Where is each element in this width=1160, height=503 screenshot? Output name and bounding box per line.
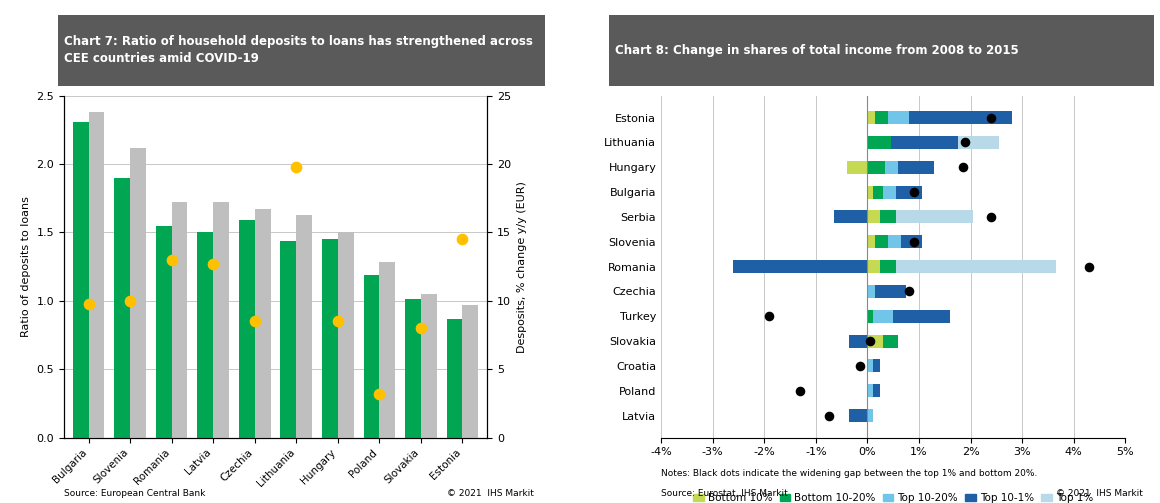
Bar: [868, 210, 880, 223]
Bar: [868, 260, 880, 273]
Bar: [322, 239, 338, 438]
Bar: [868, 235, 875, 248]
Point: [981, 213, 1000, 221]
Text: Source: European Central Bank: Source: European Central Bank: [64, 489, 205, 498]
Point: [412, 324, 430, 332]
Point: [981, 114, 1000, 122]
Point: [79, 299, 97, 307]
Point: [760, 312, 778, 320]
Point: [819, 411, 838, 420]
Bar: [115, 178, 130, 438]
Bar: [875, 111, 889, 124]
Bar: [896, 210, 973, 223]
Bar: [872, 360, 880, 372]
Point: [121, 297, 139, 305]
Bar: [281, 240, 296, 438]
Point: [1080, 263, 1099, 271]
Bar: [883, 186, 896, 199]
Point: [956, 138, 974, 146]
Bar: [868, 285, 875, 298]
Bar: [891, 136, 958, 149]
Bar: [421, 294, 436, 438]
Bar: [872, 384, 880, 397]
Point: [905, 238, 923, 246]
Bar: [363, 275, 379, 438]
Bar: [849, 409, 868, 422]
Text: Chart 8: Change in shares of total income from 2008 to 2015: Chart 8: Change in shares of total incom…: [615, 44, 1018, 57]
Text: Chart 7: Ratio of household deposits to loans has strengthened across
CEE countr: Chart 7: Ratio of household deposits to …: [64, 35, 532, 65]
Bar: [868, 111, 875, 124]
Bar: [197, 232, 213, 438]
Text: © 2021  IHS Markit: © 2021 IHS Markit: [1056, 489, 1143, 498]
Bar: [847, 161, 868, 174]
Point: [850, 362, 869, 370]
Bar: [880, 260, 896, 273]
Bar: [875, 235, 889, 248]
Bar: [872, 186, 883, 199]
Bar: [868, 161, 885, 174]
Point: [791, 387, 810, 395]
Bar: [239, 220, 255, 438]
Bar: [88, 112, 104, 438]
Point: [246, 317, 264, 325]
Bar: [883, 334, 898, 348]
Bar: [868, 384, 872, 397]
Bar: [733, 260, 868, 273]
Bar: [958, 136, 999, 149]
Bar: [172, 202, 188, 438]
Point: [861, 337, 879, 345]
Point: [454, 235, 472, 243]
Bar: [885, 161, 898, 174]
Text: © 2021  IHS Markit: © 2021 IHS Markit: [447, 489, 534, 498]
Bar: [896, 186, 921, 199]
Bar: [73, 122, 88, 438]
Point: [204, 260, 223, 268]
Bar: [834, 210, 868, 223]
Bar: [338, 232, 354, 438]
Y-axis label: Desposits, % change y/y (EUR): Desposits, % change y/y (EUR): [516, 181, 527, 353]
Bar: [379, 263, 396, 438]
Bar: [849, 334, 868, 348]
Bar: [130, 147, 146, 438]
Bar: [893, 310, 950, 323]
Bar: [868, 409, 872, 422]
Bar: [901, 235, 921, 248]
Bar: [889, 235, 901, 248]
Bar: [868, 310, 872, 323]
Legend: Bottom 10%, Bottom 10-20%, Top 10-20%, Top 10-1%, Top 1%: Bottom 10%, Bottom 10-20%, Top 10-20%, T…: [689, 489, 1097, 503]
Bar: [898, 161, 935, 174]
Bar: [255, 209, 270, 438]
Bar: [880, 210, 896, 223]
Bar: [889, 111, 908, 124]
Bar: [447, 318, 463, 438]
Bar: [296, 215, 312, 438]
Bar: [155, 225, 172, 438]
Point: [328, 317, 347, 325]
Text: Notes: Black dots indicate the widening gap between the top 1% and bottom 20%.: Notes: Black dots indicate the widening …: [661, 469, 1037, 478]
Bar: [868, 136, 891, 149]
Bar: [872, 310, 893, 323]
Text: Source: Eurostat, IHS Markit: Source: Eurostat, IHS Markit: [661, 489, 788, 498]
Y-axis label: Ratio of deposits to loans: Ratio of deposits to loans: [21, 196, 31, 337]
Bar: [908, 111, 1012, 124]
Point: [162, 256, 181, 264]
Bar: [875, 285, 906, 298]
Bar: [868, 334, 883, 348]
Point: [905, 188, 923, 196]
Bar: [868, 360, 872, 372]
Point: [954, 163, 972, 171]
Point: [899, 287, 918, 295]
Bar: [213, 202, 229, 438]
Bar: [463, 305, 478, 438]
Bar: [868, 186, 872, 199]
Bar: [896, 260, 1056, 273]
Point: [370, 390, 389, 398]
Point: [287, 162, 305, 171]
Bar: [405, 299, 421, 438]
